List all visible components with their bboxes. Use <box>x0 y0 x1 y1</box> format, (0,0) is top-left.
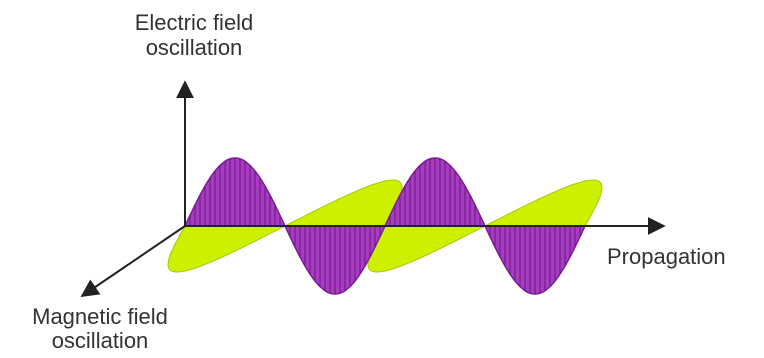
page: Electric field oscillation Propagation M… <box>0 0 764 358</box>
magnetic-lobe <box>485 180 602 226</box>
electric-label: oscillation <box>146 35 243 60</box>
em-wave-diagram: Electric field oscillation Propagation M… <box>0 0 764 358</box>
magnetic-lobe <box>285 180 402 226</box>
magnetic-label: oscillation <box>52 328 149 353</box>
magnetic-lobe <box>368 226 485 272</box>
magnetic-lobe <box>168 226 285 272</box>
electric-label: Electric field <box>135 10 254 35</box>
magnetic-label: Magnetic field <box>32 304 168 329</box>
propagation-label: Propagation <box>607 244 726 269</box>
